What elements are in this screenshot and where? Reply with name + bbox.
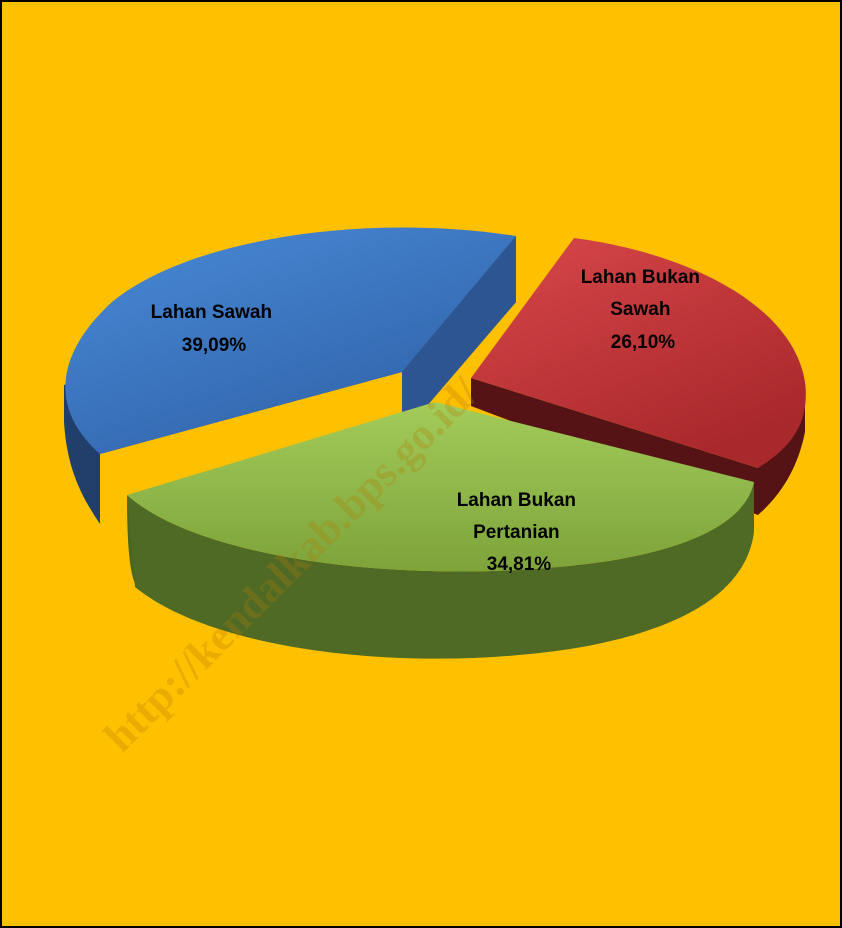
label-lahan-bukan-sawah: Lahan Bukan Sawah 26,10% bbox=[581, 267, 706, 353]
slice-lahan-sawah-side-right bbox=[402, 236, 516, 435]
slice-lahan-sawah-top bbox=[65, 227, 516, 454]
label-lahan-bukan-pertanian-value: 34,81% bbox=[487, 554, 552, 575]
label-lahan-bukan-pertanian-line1: Lahan Bukan bbox=[457, 490, 576, 511]
label-lahan-sawah: Lahan Sawah 39,09% bbox=[151, 302, 278, 356]
label-lahan-sawah-value: 39,09% bbox=[182, 335, 247, 356]
slice-lahan-bukan-pertanian bbox=[127, 402, 754, 659]
slice-lahan-bukan-pertanian-side-main bbox=[127, 482, 754, 659]
label-lahan-bukan-pertanian: Lahan Bukan Pertanian 34,81% bbox=[457, 490, 582, 575]
label-lahan-bukan-sawah-line1: Lahan Bukan bbox=[581, 267, 700, 288]
label-lahan-bukan-sawah-value: 26,10% bbox=[611, 332, 676, 353]
label-lahan-bukan-pertanian-line2: Pertanian bbox=[473, 522, 560, 543]
slice-lahan-sawah bbox=[64, 227, 516, 524]
label-lahan-sawah-name: Lahan Sawah bbox=[151, 302, 272, 323]
slice-lahan-bukan-sawah-top bbox=[471, 238, 806, 468]
label-lahan-bukan-sawah-line2: Sawah bbox=[610, 299, 670, 320]
slice-lahan-bukan-pertanian-top bbox=[127, 402, 754, 572]
